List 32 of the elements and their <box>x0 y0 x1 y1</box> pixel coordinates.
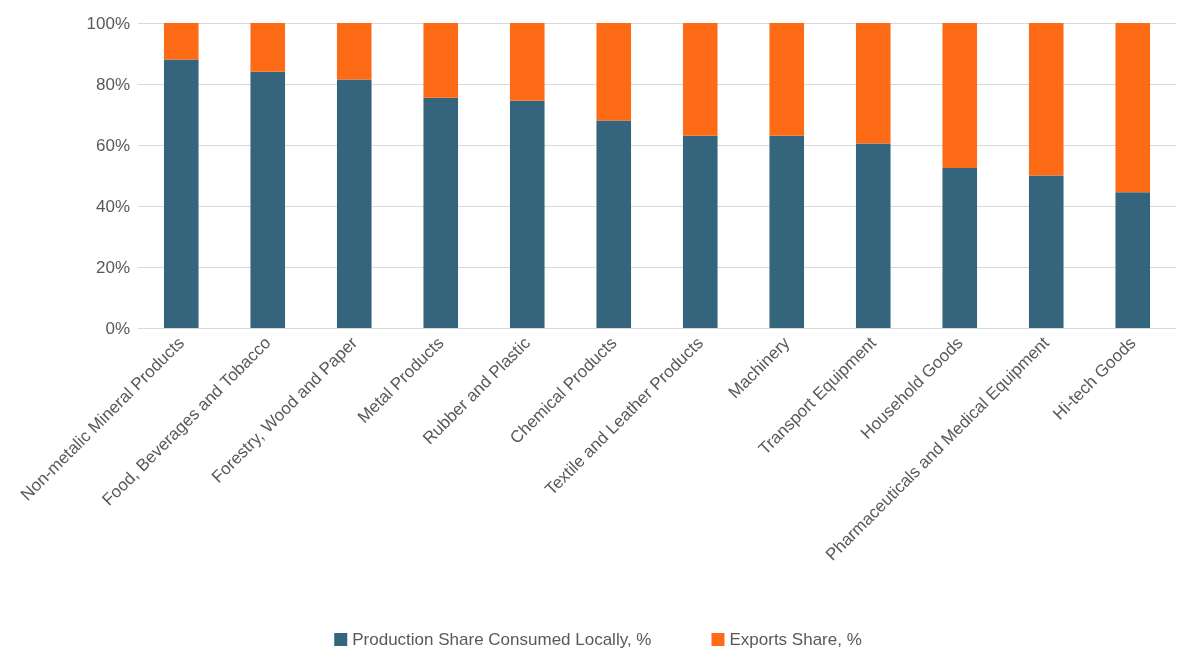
legend-label: Exports Share, % <box>729 630 862 649</box>
bar <box>682 23 718 136</box>
y-tick-label: 0% <box>105 318 130 338</box>
bar <box>596 23 632 121</box>
bar <box>423 23 459 98</box>
bar <box>1115 23 1151 193</box>
bar <box>682 135 718 328</box>
bar <box>769 135 805 328</box>
legend-label: Production Share Consumed Locally, % <box>352 630 652 649</box>
y-tick-label: 20% <box>95 257 130 277</box>
bar <box>942 167 978 328</box>
bar <box>250 23 286 72</box>
bar <box>596 120 632 328</box>
bar <box>855 23 891 144</box>
y-tick-label: 100% <box>86 13 130 33</box>
bar <box>336 79 372 328</box>
bar <box>423 97 459 328</box>
bar <box>163 59 199 328</box>
y-tick-label: 80% <box>95 74 130 94</box>
y-tick-label: 40% <box>95 196 130 216</box>
bar <box>336 23 372 80</box>
bar <box>163 23 199 60</box>
bar <box>509 100 545 328</box>
y-tick-label: 60% <box>95 135 130 155</box>
bar <box>1028 175 1064 328</box>
bar <box>250 71 286 328</box>
bar <box>509 23 545 101</box>
bar <box>1028 23 1064 176</box>
bar <box>769 23 805 136</box>
bar <box>1115 192 1151 328</box>
bar <box>855 143 891 328</box>
bar <box>942 23 978 168</box>
